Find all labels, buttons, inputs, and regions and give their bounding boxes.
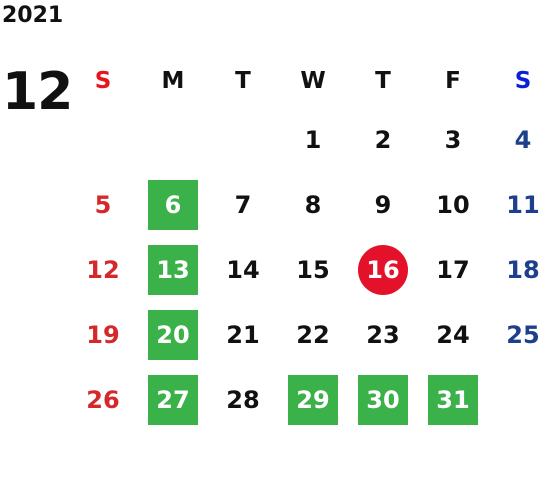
day-number: 10 — [436, 190, 470, 219]
day-cell[interactable]: 17 — [418, 237, 488, 302]
day-cell[interactable]: 19 — [68, 302, 138, 367]
day-cell[interactable]: 12 — [68, 237, 138, 302]
week-row: 12 13 14 15 16 17 18 — [68, 237, 548, 302]
day-number: 17 — [436, 255, 470, 284]
day-cell[interactable]: 6 — [138, 172, 208, 237]
weekday-sunday: S — [94, 68, 112, 94]
day-cell[interactable]: 9 — [348, 172, 418, 237]
day-number: 1 — [304, 125, 322, 154]
day-number: 14 — [226, 255, 260, 284]
day-cell[interactable]: 18 — [488, 237, 548, 302]
day-cell[interactable]: 20 — [138, 302, 208, 367]
day-cell[interactable]: 3 — [418, 107, 488, 172]
day-number: 5 — [94, 190, 112, 219]
day-cell[interactable]: 26 — [68, 367, 138, 432]
day-cell[interactable]: 5 — [68, 172, 138, 237]
day-number: 11 — [506, 190, 540, 219]
empty-day-cell — [68, 107, 138, 172]
day-number: 22 — [296, 320, 330, 349]
day-number: 26 — [86, 385, 120, 414]
day-number: 15 — [296, 255, 330, 284]
day-number: 16 — [366, 255, 400, 284]
day-number: 19 — [86, 320, 120, 349]
day-cell[interactable]: 10 — [418, 172, 488, 237]
day-cell[interactable]: 24 — [418, 302, 488, 367]
day-number: 18 — [506, 255, 540, 284]
day-number: 9 — [374, 190, 392, 219]
day-cell[interactable]: 2 — [348, 107, 418, 172]
day-cell[interactable]: 1 — [278, 107, 348, 172]
day-cell[interactable]: 14 — [208, 237, 278, 302]
day-cell[interactable]: 27 — [138, 367, 208, 432]
empty-day-cell — [488, 367, 548, 432]
calendar-grid: S M T W T F S 1 2 3 4 5 6 7 8 9 10 11 12 13 14 15 16 17 1… — [68, 55, 548, 432]
day-cell[interactable]: 13 — [138, 237, 208, 302]
day-number: 6 — [164, 190, 182, 219]
day-cell[interactable]: 28 — [208, 367, 278, 432]
week-row: 19 20 21 22 23 24 25 — [68, 302, 548, 367]
day-number: 23 — [366, 320, 400, 349]
weekday-thursday: T — [375, 68, 391, 94]
week-row: 5 6 7 8 9 10 11 — [68, 172, 548, 237]
weekday-monday: M — [161, 68, 185, 94]
day-cell[interactable]: 4 — [488, 107, 548, 172]
day-number: 8 — [304, 190, 322, 219]
day-cell[interactable]: 7 — [208, 172, 278, 237]
weekday-saturday: S — [514, 68, 532, 94]
weekday-header-row: S M T W T F S — [68, 55, 548, 107]
day-number: 3 — [444, 125, 462, 154]
day-cell[interactable]: 11 — [488, 172, 548, 237]
day-cell[interactable]: 22 — [278, 302, 348, 367]
day-number: 27 — [156, 385, 190, 414]
weekday-wednesday: W — [300, 68, 326, 94]
day-number: 25 — [506, 320, 540, 349]
day-cell[interactable]: 21 — [208, 302, 278, 367]
day-number: 24 — [436, 320, 470, 349]
empty-day-cell — [208, 107, 278, 172]
weekday-tuesday: T — [235, 68, 251, 94]
day-number: 13 — [156, 255, 190, 284]
year-label: 2021 — [2, 3, 64, 28]
month-label: 12 — [2, 62, 73, 122]
day-cell[interactable]: 29 — [278, 367, 348, 432]
day-number: 21 — [226, 320, 260, 349]
day-number: 20 — [156, 320, 190, 349]
day-number: 7 — [234, 190, 252, 219]
day-number: 28 — [226, 385, 260, 414]
day-number: 4 — [514, 125, 532, 154]
week-row: 26 27 28 29 30 31 — [68, 367, 548, 432]
day-cell[interactable]: 8 — [278, 172, 348, 237]
day-cell[interactable]: 15 — [278, 237, 348, 302]
day-number: 12 — [86, 255, 120, 284]
day-cell[interactable]: 30 — [348, 367, 418, 432]
day-cell[interactable]: 25 — [488, 302, 548, 367]
day-number: 29 — [296, 385, 330, 414]
empty-day-cell — [138, 107, 208, 172]
day-number: 30 — [366, 385, 400, 414]
day-cell[interactable]: 23 — [348, 302, 418, 367]
day-number: 31 — [436, 385, 470, 414]
day-cell[interactable]: 31 — [418, 367, 488, 432]
day-number: 2 — [374, 125, 392, 154]
weekday-friday: F — [445, 68, 461, 94]
today-day-cell[interactable]: 16 — [348, 237, 418, 302]
week-row: 1 2 3 4 — [68, 107, 548, 172]
